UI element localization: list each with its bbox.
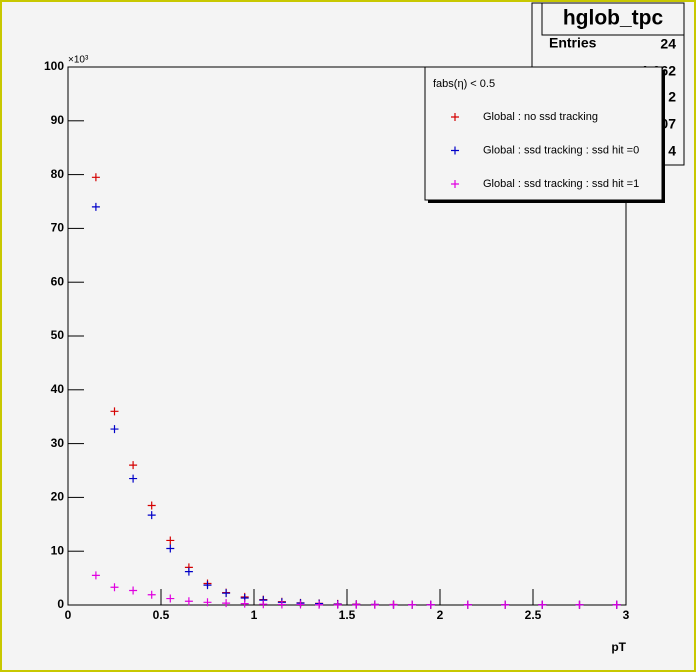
marker (240, 599, 249, 608)
marker (110, 425, 119, 434)
legend-frame (424, 66, 663, 201)
x-tick-label: 0.5 (153, 608, 170, 622)
y-tick-label: 40 (51, 382, 65, 396)
marker (463, 600, 472, 609)
x-tick-label: 3 (623, 608, 630, 622)
stats-value: 24 (660, 36, 676, 52)
marker (184, 567, 193, 576)
marker (408, 600, 417, 609)
y-multiplier: ×10³ (68, 55, 89, 66)
marker (370, 600, 379, 609)
stats-title: hglob_tpc (563, 7, 664, 30)
marker (203, 581, 212, 590)
y-tick-label: 70 (51, 221, 65, 235)
marker (277, 600, 286, 609)
marker (110, 583, 119, 592)
x-tick-label: 2 (437, 608, 444, 622)
legend: fabs(η) < 0.5 Global : no ssd tracking Gl… (424, 66, 665, 203)
marker (222, 599, 231, 608)
y-tick-label: 90 (51, 113, 65, 127)
legend-label: Global : ssd tracking : ssd hit =1 (483, 178, 639, 190)
marker (259, 600, 268, 609)
marker (166, 594, 175, 603)
marker (389, 600, 398, 609)
marker (296, 600, 305, 609)
x-tick-label: 1.5 (339, 608, 356, 622)
marker (166, 536, 175, 545)
marker (129, 461, 138, 470)
plot-marks: 0 10 20 30 40 50 60 70 80 90 100 0 0.5 1 1.5 2 2.5 3 (44, 59, 630, 622)
legend-marker (451, 180, 459, 188)
legend-label: Global : no ssd tracking (483, 111, 598, 123)
marker (501, 600, 510, 609)
marker (147, 501, 156, 510)
legend-marker (451, 113, 459, 121)
marker (147, 590, 156, 599)
y-tick-label: 0 (57, 597, 64, 611)
x-tick-label: 2.5 (525, 608, 542, 622)
marker (91, 202, 100, 211)
y-tick-label: 80 (51, 167, 65, 181)
marker (315, 600, 324, 609)
stats-value: 4 (668, 143, 676, 159)
y-tick-label: 30 (51, 436, 65, 450)
legend-label: Global : ssd tracking : ssd hit =0 (483, 144, 639, 156)
marker (129, 586, 138, 595)
legend-marker (451, 146, 459, 155)
marker (91, 173, 100, 182)
marker (538, 600, 547, 609)
x-tick-label: 0 (65, 608, 72, 622)
marker (166, 544, 175, 553)
marker (333, 600, 342, 609)
stats-label: Entries (549, 35, 597, 51)
y-tick-label: 100 (44, 59, 64, 73)
marker (612, 600, 621, 609)
marker (426, 600, 435, 609)
legend-title: fabs(η) < 0.5 (433, 78, 495, 90)
marker (110, 407, 119, 416)
y-tick-label: 10 (51, 543, 65, 557)
y-tick-label: 20 (51, 490, 65, 504)
x-tick-label: 1 (251, 608, 258, 622)
marker (129, 474, 138, 483)
stats-title-frame (541, 2, 685, 36)
marker (222, 589, 231, 598)
stats-value: 2 (668, 89, 676, 105)
marker (575, 600, 584, 609)
marker (352, 600, 361, 609)
y-tick-label: 50 (51, 328, 65, 342)
marker (203, 598, 212, 607)
marker (147, 511, 156, 520)
y-tick-label: 60 (51, 274, 65, 288)
x-axis-label: pT (611, 640, 626, 654)
marker (91, 571, 100, 580)
marker (184, 597, 193, 606)
